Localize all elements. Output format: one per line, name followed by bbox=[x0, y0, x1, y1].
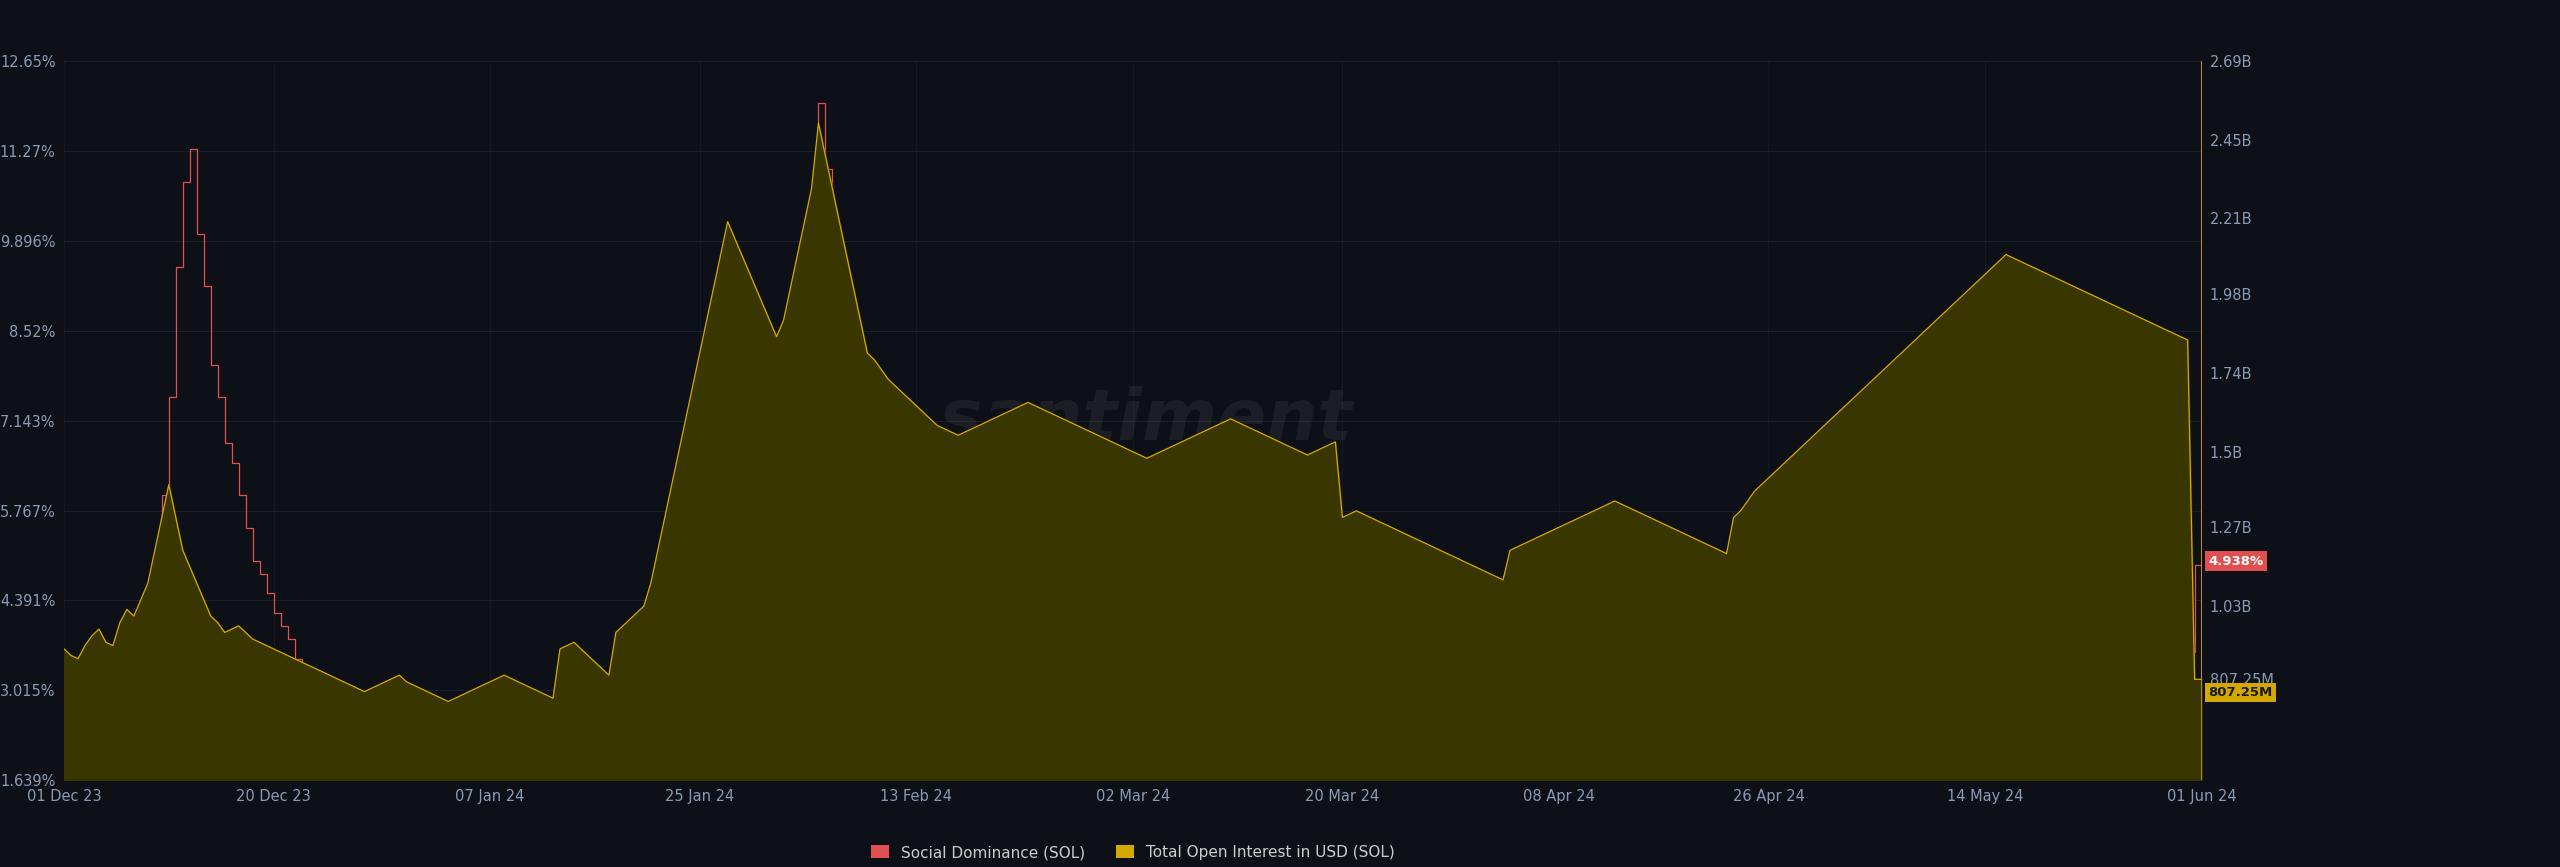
Text: .santiment: .santiment bbox=[914, 386, 1352, 455]
Text: 807.25M: 807.25M bbox=[2209, 686, 2273, 699]
Text: 4.938%: 4.938% bbox=[2209, 555, 2263, 568]
Legend: Social Dominance (SOL), Total Open Interest in USD (SOL): Social Dominance (SOL), Total Open Inter… bbox=[865, 839, 1400, 866]
